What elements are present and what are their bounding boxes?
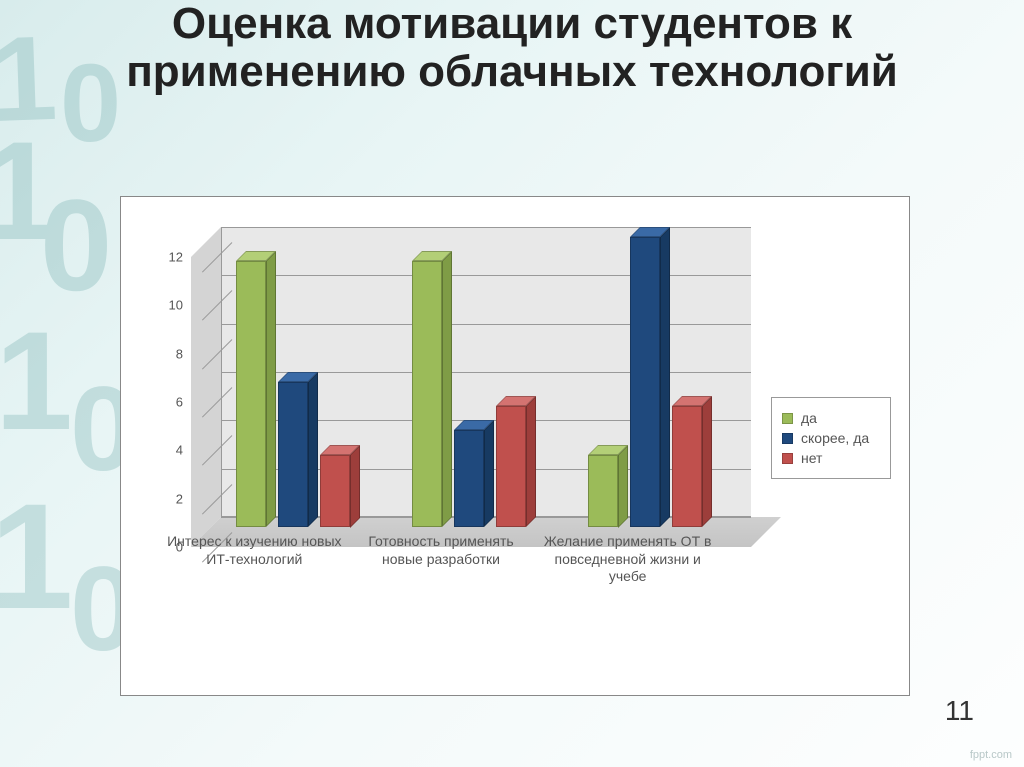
x-category-label: Желание применять ОТ в повседневной жизн…: [534, 527, 721, 586]
x-category-label: Готовность применять новые разработки: [348, 527, 535, 586]
gridline: [221, 227, 751, 228]
bar-нет: [496, 406, 526, 527]
legend-label: да: [801, 410, 817, 426]
bar-скорее-да: [454, 430, 484, 527]
legend-swatch: [782, 453, 793, 464]
bar-скорее-да: [630, 237, 660, 527]
legend-item: нет: [782, 450, 880, 466]
y-tick-label: 4: [161, 443, 183, 458]
page-number: 11: [945, 695, 974, 727]
legend-label: скорее, да: [801, 430, 869, 446]
y-tick-label: 10: [161, 298, 183, 313]
chart-plot-area: 024681012: [191, 227, 751, 547]
watermark: fppt.com: [970, 749, 1012, 761]
legend-swatch: [782, 433, 793, 444]
bar-да: [236, 261, 266, 527]
gridline: [221, 324, 751, 325]
slide-title: Оценка мотивации студентов к применению …: [40, 0, 984, 97]
legend-swatch: [782, 413, 793, 424]
y-tick-label: 12: [161, 250, 183, 265]
gridline: [221, 275, 751, 276]
legend-label: нет: [801, 450, 822, 466]
x-axis-labels: Интерес к изучению новых ИТ-технологийГо…: [161, 527, 721, 586]
legend-item: да: [782, 410, 880, 426]
y-tick-label: 6: [161, 395, 183, 410]
chart-frame: 024681012 Интерес к изучению новых ИТ-те…: [120, 196, 910, 696]
bar-да: [412, 261, 442, 527]
bar-скорее-да: [278, 382, 308, 527]
legend-item: скорее, да: [782, 430, 880, 446]
y-tick-label: 2: [161, 491, 183, 506]
chart-legend: да скорее, да нет: [771, 397, 891, 479]
bar-нет: [320, 455, 350, 528]
bar-да: [588, 455, 618, 528]
y-tick-label: 8: [161, 346, 183, 361]
bar-нет: [672, 406, 702, 527]
x-category-label: Интерес к изучению новых ИТ-технологий: [161, 527, 348, 586]
